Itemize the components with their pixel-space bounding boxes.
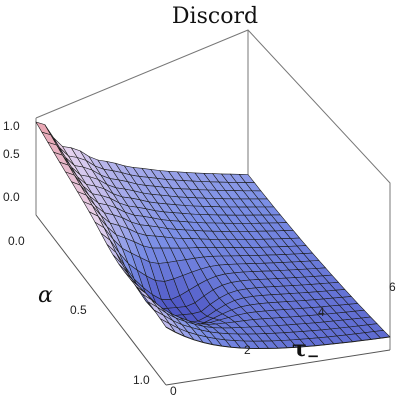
chart-title: Discord: [172, 4, 258, 29]
surface-front-edge: [165, 326, 391, 350]
alpha-tick-label: 0.0: [8, 234, 25, 248]
surface-mesh: [35, 121, 391, 350]
alpha-tick-label: 1.0: [133, 373, 150, 387]
alpha-axis-label: α: [38, 283, 53, 308]
z-tick-label: 0.5: [3, 147, 20, 161]
tau-tick-label: 4: [318, 305, 325, 319]
alpha-tick-label: 0.5: [70, 303, 87, 317]
z-tick-label: 0.0: [3, 190, 20, 204]
tau-tick-label: 2: [244, 343, 251, 357]
tau-tick-label: 0: [170, 384, 177, 398]
tau-tick-label: 6: [389, 280, 396, 294]
z-tick-label: 1.0: [3, 119, 20, 133]
tau-axis-label: τ−: [292, 336, 319, 365]
bounding-box-front: [35, 214, 391, 386]
